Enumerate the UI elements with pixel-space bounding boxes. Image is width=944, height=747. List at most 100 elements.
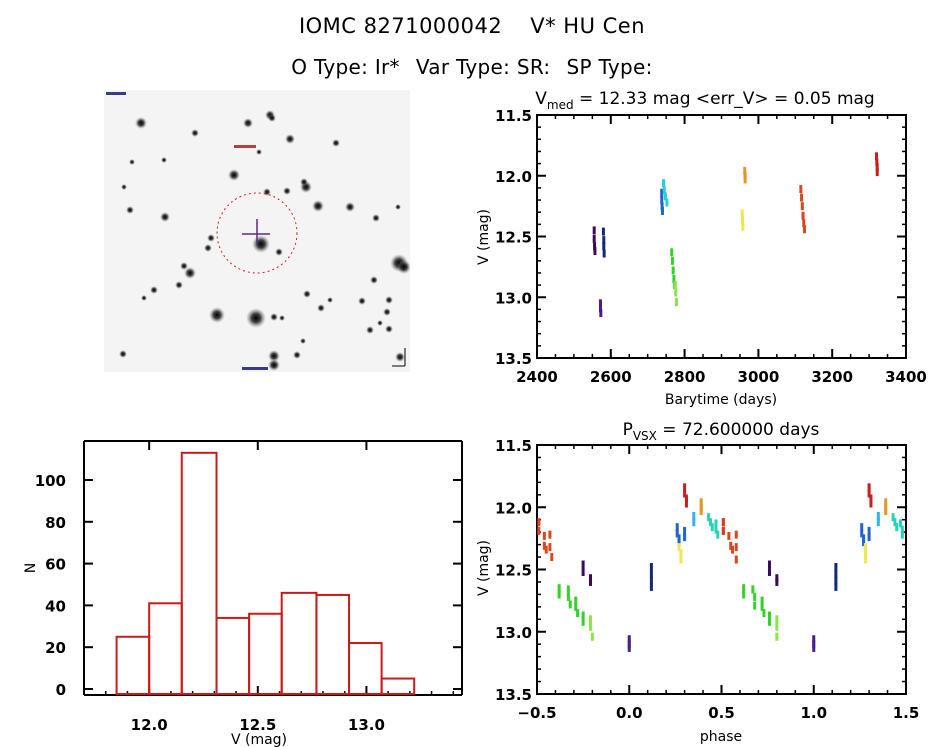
title-rest: = 12.33 mag <err_V> = 0.05 mag [574,89,875,109]
data-point [683,526,687,535]
star [268,350,280,362]
series-season-2b [662,179,669,207]
series-season-1c [598,299,603,318]
data-point [834,582,838,591]
star [303,290,311,298]
data-point [590,632,594,641]
data-point [649,563,653,572]
data-point [548,530,552,539]
data-point [799,185,803,194]
data-point [716,530,720,539]
star [397,260,410,274]
data-point [731,545,735,554]
data-point [674,288,678,297]
data-point [692,518,696,527]
data-point [775,615,779,624]
data-point [544,545,548,554]
series-season-2d [673,281,678,307]
data-point [900,525,904,534]
y-tick-label: 13.5 [495,350,532,368]
x-tick-label: 12.5 [239,716,276,734]
data-point [875,163,879,172]
series-season-4 [537,518,738,564]
title-sub: med [547,98,574,112]
data-point [751,585,755,594]
sp-type: SP Type: [566,55,653,79]
data-point [742,584,746,593]
y-tick-label: 60 [45,556,66,574]
star [207,234,215,242]
data-point [670,256,674,265]
series-season-2a [660,188,664,215]
data-point [775,632,779,641]
x-tick-label: 2600 [590,368,632,386]
plot-frame [536,114,907,359]
star [228,169,240,181]
histogram-ylabel: N [23,563,39,573]
data-point [673,281,677,290]
data-point [672,275,676,284]
x-tick-label: −0.5 [517,704,556,722]
data-point [876,518,880,527]
data-point [692,511,696,520]
data-point [699,498,703,507]
star-field [104,90,410,372]
data-point [860,529,864,538]
star [268,359,280,371]
data-point [649,570,653,579]
y-tick-label: 12.0 [495,499,532,517]
star [126,206,134,214]
data-point [800,202,804,211]
star [256,149,262,155]
star [121,184,127,190]
x-tick-label: 3000 [738,368,780,386]
data-point [699,506,703,515]
histogram-bar [248,612,283,696]
aperture-circle [216,192,298,274]
data-point [753,592,757,601]
data-point [589,615,593,624]
data-point [670,248,674,257]
data-point [767,611,771,620]
histogram-bar [348,642,383,696]
data-point [869,499,873,508]
histogram-bar [148,602,183,695]
data-point [683,483,687,492]
x-tick-label: 13.0 [348,716,385,734]
data-point [684,494,688,503]
data-point [537,518,541,527]
data-point [592,226,596,235]
title-rest: = 72.600000 days [657,420,820,440]
x-tick-label: 3200 [811,368,853,386]
data-point [592,234,596,243]
star [209,307,225,323]
data-point [660,188,664,197]
data-point [741,222,745,231]
data-point [708,518,712,527]
data-point [884,498,888,507]
star [180,262,188,270]
data-point [867,489,871,498]
data-point [710,523,714,532]
data-point [775,577,779,586]
data-point [867,483,871,492]
data-point [884,506,888,515]
histogram-bar [215,616,251,695]
y-tick-label: 80 [45,514,66,532]
data-point [627,635,631,644]
data-point [743,175,747,184]
data-point [874,152,878,161]
star [317,304,325,312]
y-tick-label: 0 [56,681,66,699]
data-point [542,541,546,550]
data-point [834,576,838,585]
data-point [876,511,880,520]
bottom-label-mark [242,367,268,370]
series-season-3a [677,543,867,564]
data-point [863,543,867,552]
data-point [800,193,804,202]
data-point [602,249,606,258]
data-point [898,519,902,528]
data-point [742,590,746,599]
data-point [803,225,807,234]
